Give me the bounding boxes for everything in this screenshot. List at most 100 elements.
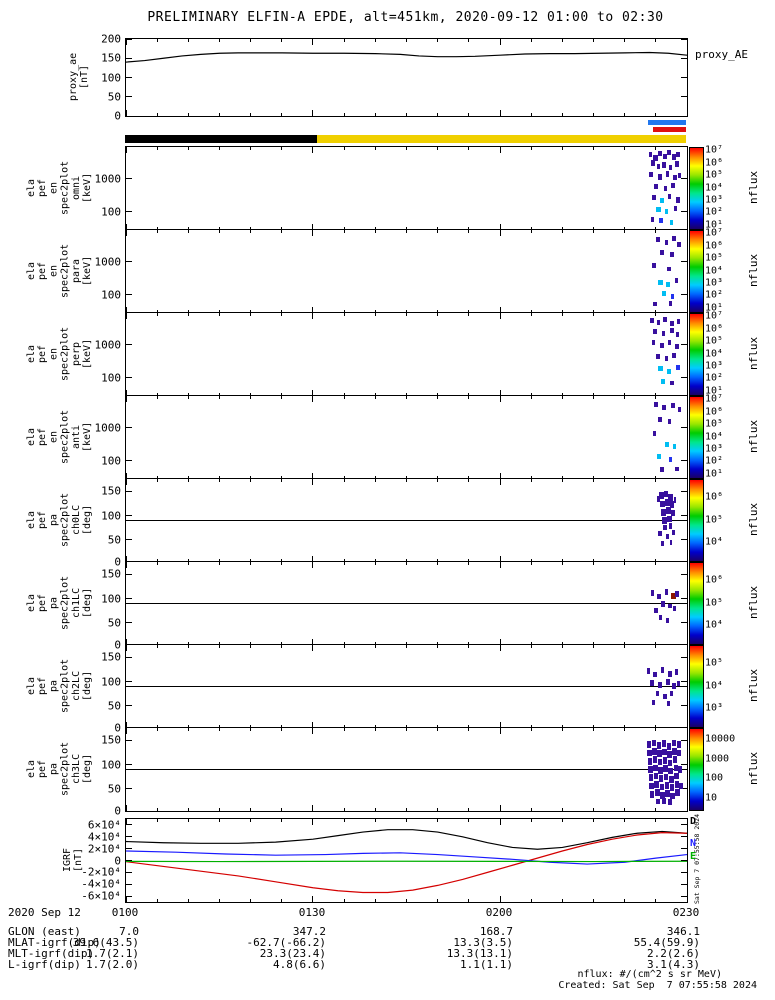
axis-tick: [343, 899, 345, 902]
spec-panel-pa-ch2lc: 150 100 50 0: [101, 644, 688, 735]
axis-tick: [250, 227, 252, 230]
colorbar-tick-label: 10³: [705, 360, 724, 372]
axis-tick: [312, 639, 314, 645]
axis-tick: [156, 113, 158, 116]
axis-tick: [125, 473, 127, 479]
axis-tick: [281, 645, 283, 648]
y-tick-label: 100: [101, 288, 121, 302]
flux-patch: [665, 533, 670, 539]
axis-tick: [624, 645, 626, 648]
axis-tick: [681, 836, 687, 838]
axis-tick: [250, 113, 252, 116]
axis-tick: [126, 656, 132, 658]
axis-tick: [312, 313, 314, 319]
y-tick-label: -2×10⁴: [81, 865, 121, 879]
flux-patch: [674, 772, 679, 780]
axis-tick: [437, 147, 439, 150]
axis-tick: [499, 307, 501, 313]
flux-patch: [664, 209, 668, 215]
axis-tick: [655, 728, 657, 731]
axis-tick: [125, 110, 127, 116]
colorbar-tick-label: 10²: [705, 206, 724, 218]
flux-patch: [667, 194, 672, 200]
axis-tick: [126, 211, 132, 213]
y-tick-label: 100: [101, 371, 121, 385]
axis-tick: [592, 230, 594, 233]
colorbar-tick-label: 10⁶: [705, 574, 724, 586]
flux-patch: [672, 175, 677, 181]
axis-tick: [530, 476, 532, 479]
flux-patch: [671, 402, 675, 408]
flux-patch: [663, 693, 667, 699]
colorbar-tick-label: 10³: [705, 194, 724, 206]
axis-tick: [437, 479, 439, 482]
axis-tick: [655, 230, 657, 233]
axis-tick: [374, 313, 376, 316]
axis-tick: [126, 739, 132, 741]
flux-patch: [675, 343, 680, 349]
spec-panel-pa-ch3lc: 150 100 50 0: [101, 727, 688, 818]
axis-tick: [374, 819, 376, 822]
axis-tick: [187, 819, 189, 822]
axis-tick: [187, 39, 189, 42]
axis-tick: [406, 393, 407, 396]
axis-tick: [312, 307, 314, 313]
flux-patch: [654, 183, 659, 190]
axis-tick: [219, 479, 220, 482]
axis-tick: [499, 396, 501, 402]
igrf-panel: 6×10⁴ 4×10⁴ 2×10⁴ 0 -2×10⁴ -4×10⁴ -6×10⁴: [81, 818, 688, 903]
flux-patch: [650, 590, 654, 597]
axis-tick: [686, 230, 688, 236]
axis-tick: [374, 479, 376, 482]
axis-tick: [281, 819, 283, 822]
axis-tick: [187, 147, 189, 150]
flux-patch: [657, 279, 663, 285]
axis-tick: [561, 808, 563, 811]
flux-patch: [678, 782, 683, 790]
flux-patch: [656, 454, 662, 460]
axis-tick: [250, 230, 252, 233]
footer-value: -62.7(-66.2): [246, 936, 326, 949]
axis-tick: [592, 227, 594, 230]
axis-tick: [281, 227, 283, 230]
axis-tick: [561, 476, 563, 479]
axis-tick: [468, 562, 470, 565]
flux-patch: [656, 742, 662, 749]
axis-tick: [250, 147, 252, 150]
axis-tick: [156, 559, 158, 562]
flux-patch: [660, 791, 665, 799]
axis-tick: [592, 479, 594, 482]
colorbar-en-omni: [689, 147, 704, 230]
axis-tick: [686, 307, 688, 313]
axis-tick: [681, 344, 687, 346]
colorbar-tick-label: 10⁷: [705, 393, 724, 405]
axis-tick: [187, 313, 189, 316]
axis-tick: [530, 808, 532, 811]
axis-tick: [499, 224, 501, 230]
axis-tick: [281, 147, 283, 150]
flux-patch: [666, 742, 672, 750]
axis-tick: [125, 396, 127, 402]
flux-patch: [663, 765, 668, 772]
axis-tick: [561, 559, 563, 562]
footer-value: 2.2(2.6): [647, 947, 700, 960]
axis-tick: [530, 393, 532, 396]
y-tick-label: 100: [101, 675, 121, 689]
axis-tick: [437, 562, 439, 565]
axis-tick: [686, 473, 688, 479]
axis-tick: [406, 819, 407, 822]
flux-patch: [661, 601, 666, 607]
flux-patch: [668, 767, 673, 775]
flux-patch: [670, 509, 675, 517]
axis-tick: [592, 645, 594, 648]
axis-tick: [312, 110, 314, 116]
colorbar-en-anti: [689, 396, 704, 479]
flux-patch: [649, 317, 654, 323]
footer-value: 39.6(43.5): [72, 936, 139, 949]
axis-tick: [126, 848, 132, 850]
flux-patch: [670, 293, 675, 299]
y-tick-label: 150: [101, 484, 121, 498]
axis-tick: [125, 230, 127, 236]
footer-row-label: L-igrf(dip): [8, 958, 81, 971]
axis-tick: [624, 559, 626, 562]
